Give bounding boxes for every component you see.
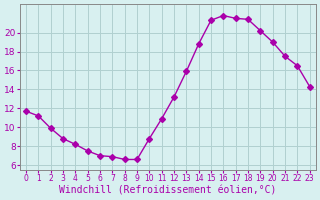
X-axis label: Windchill (Refroidissement éolien,°C): Windchill (Refroidissement éolien,°C) (59, 186, 276, 196)
